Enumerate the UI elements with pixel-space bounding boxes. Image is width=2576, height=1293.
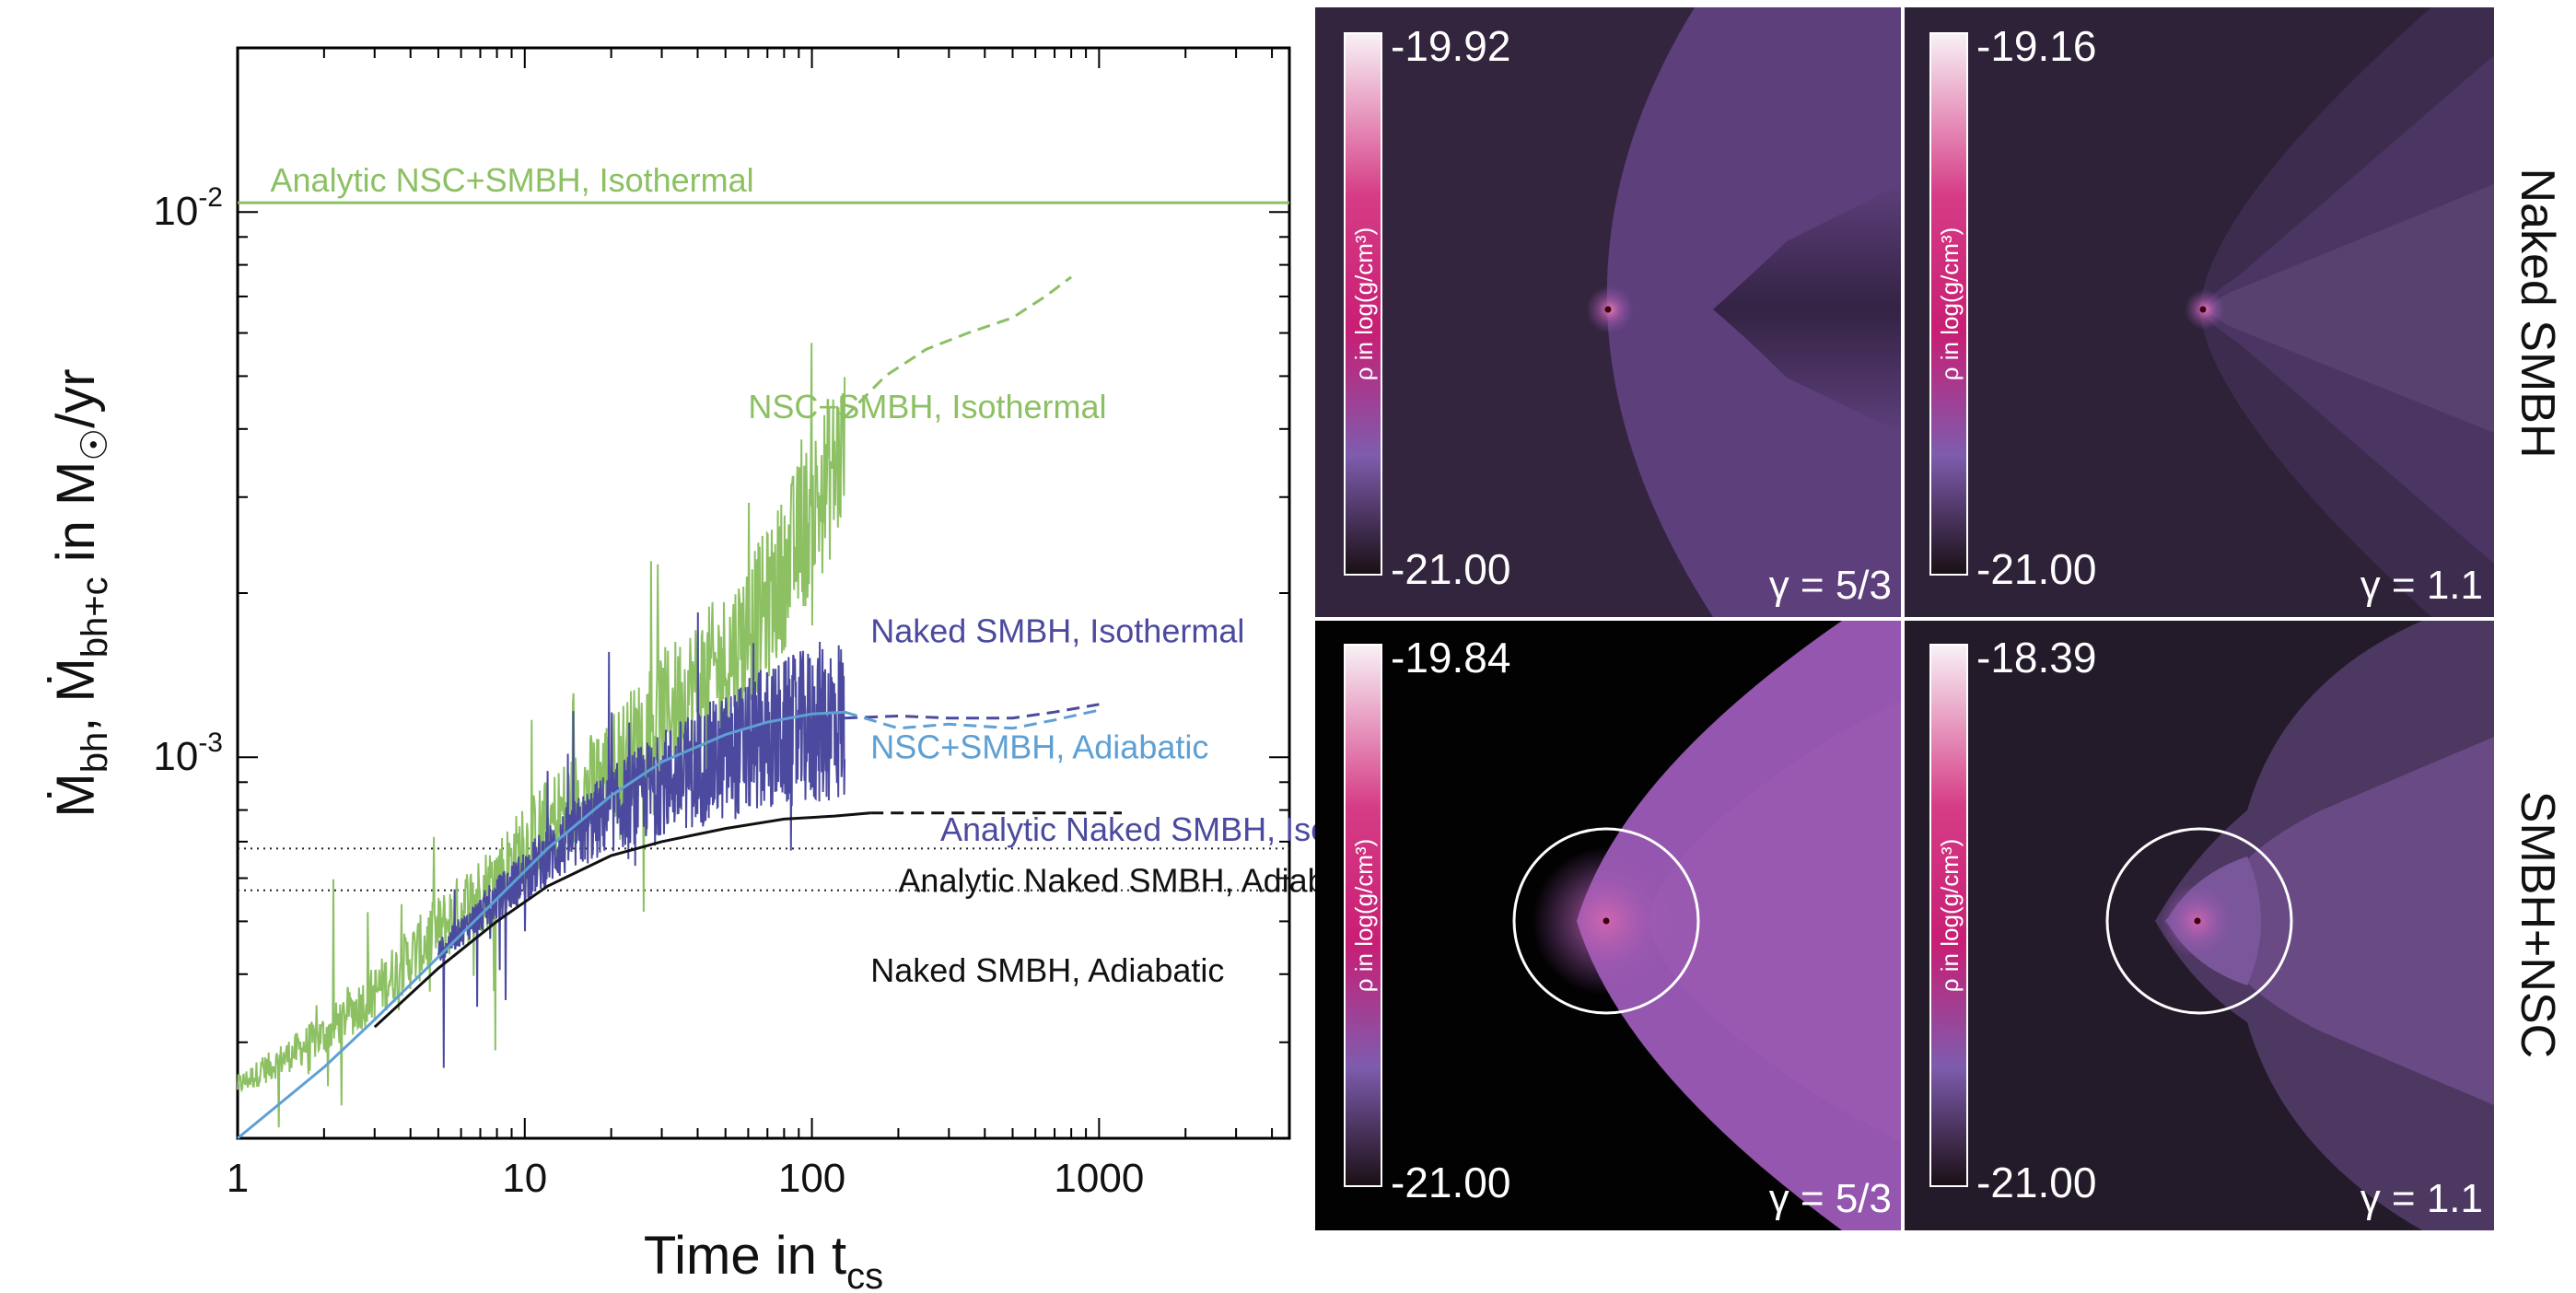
panel-cluster-adiabatic (1315, 621, 1901, 1230)
colorbar-max: -19.84 (1391, 634, 1510, 681)
colorbar: ρ in log(g/cm³) -19.84 -21.00 γ = 5/3 (1344, 634, 1892, 1221)
x-tick-label: 100 (778, 1156, 845, 1201)
cluster-radius-circle (2105, 827, 2293, 1015)
series-line (437, 612, 846, 1068)
colorbar: ρ in log(g/cm³) -19.16 -21.00 γ = 1.1 (1929, 22, 2483, 608)
colorbar-min: -21.00 (1976, 1159, 2096, 1206)
density-panels: ρ in log(g/cm³) -19.92 -21.00 γ = 5/3 ρ … (1315, 7, 2564, 1230)
series-line (844, 708, 1100, 730)
colorbar-min: -21.00 (1391, 545, 1510, 593)
panel-naked-isothermal (1905, 7, 2494, 617)
panel-cluster-isothermal (1905, 621, 2494, 1230)
x-tick-label: 1000 (1054, 1156, 1144, 1201)
cluster-radius-circle (1512, 827, 1700, 1015)
colorbar-min: -21.00 (1976, 545, 2096, 593)
tick-marks (237, 47, 1289, 1139)
colorbar-label: ρ in log(g/cm³) (1936, 227, 1964, 381)
gamma-label: γ = 5/3 (1769, 1176, 1892, 1221)
y-tick-label: 10-2 (153, 182, 223, 234)
series-annotation: NSC+SMBH, Isothermal (748, 388, 1106, 425)
colorbar: ρ in log(g/cm³) -19.92 -21.00 γ = 5/3 (1344, 22, 1892, 608)
series-annotation: NSC+SMBH, Adiabatic (870, 728, 1208, 765)
panel-naked-adiabatic (1315, 7, 1901, 617)
series-annotation: Naked SMBH, Isothermal (870, 612, 1244, 650)
gamma-label: γ = 5/3 (1769, 563, 1892, 608)
series-line (845, 703, 1100, 720)
series-line (844, 275, 1073, 419)
series-annotation: Analytic NSC+SMBH, Isothermal (271, 161, 754, 199)
x-tick-label: 10 (502, 1156, 547, 1201)
row-label-naked-smbh: Naked SMBH (2511, 169, 2564, 459)
colorbar-label: ρ in log(g/cm³) (1936, 839, 1964, 993)
colorbar-max: -18.39 (1976, 634, 2096, 681)
colorbar-max: -19.92 (1391, 22, 1510, 70)
colorbar-min: -21.00 (1391, 1159, 1510, 1206)
x-tick-label: 1 (227, 1156, 249, 1201)
series-annotation: Naked SMBH, Adiabatic (870, 951, 1224, 989)
series-layer (237, 201, 1289, 1140)
series-line (373, 811, 871, 1029)
series-annotation: Analytic Naked SMBH, Adiabatic (898, 862, 1377, 900)
y-tick-label: 10-3 (153, 728, 223, 779)
gamma-label: γ = 1.1 (2360, 1176, 2483, 1221)
annotation-layer: Analytic NSC+SMBH, Isothermal NSC+SMBH, I… (271, 161, 1440, 989)
colorbar-max: -19.16 (1976, 22, 2096, 70)
series-line (237, 710, 845, 1140)
x-axis-label: Time in tcs (644, 1226, 883, 1293)
colorbar: ρ in log(g/cm³) -18.39 -21.00 γ = 1.1 (1929, 634, 2483, 1221)
gamma-label: γ = 1.1 (2360, 563, 2483, 608)
tick-labels: 1 10 100 1000 10-3 10-2 (153, 182, 1144, 1201)
accretion-rate-chart: Analytic NSC+SMBH, Isothermal NSC+SMBH, I… (46, 46, 1440, 1293)
y-axis-label: Ṁbh, Ṁbh+c in M☉/yr (46, 368, 115, 817)
colorbar-label: ρ in log(g/cm³) (1350, 839, 1378, 993)
series-line (237, 343, 846, 1128)
colorbar-label: ρ in log(g/cm³) (1350, 227, 1378, 381)
row-label-smbh-nsc: SMBH+NSC (2511, 791, 2564, 1058)
